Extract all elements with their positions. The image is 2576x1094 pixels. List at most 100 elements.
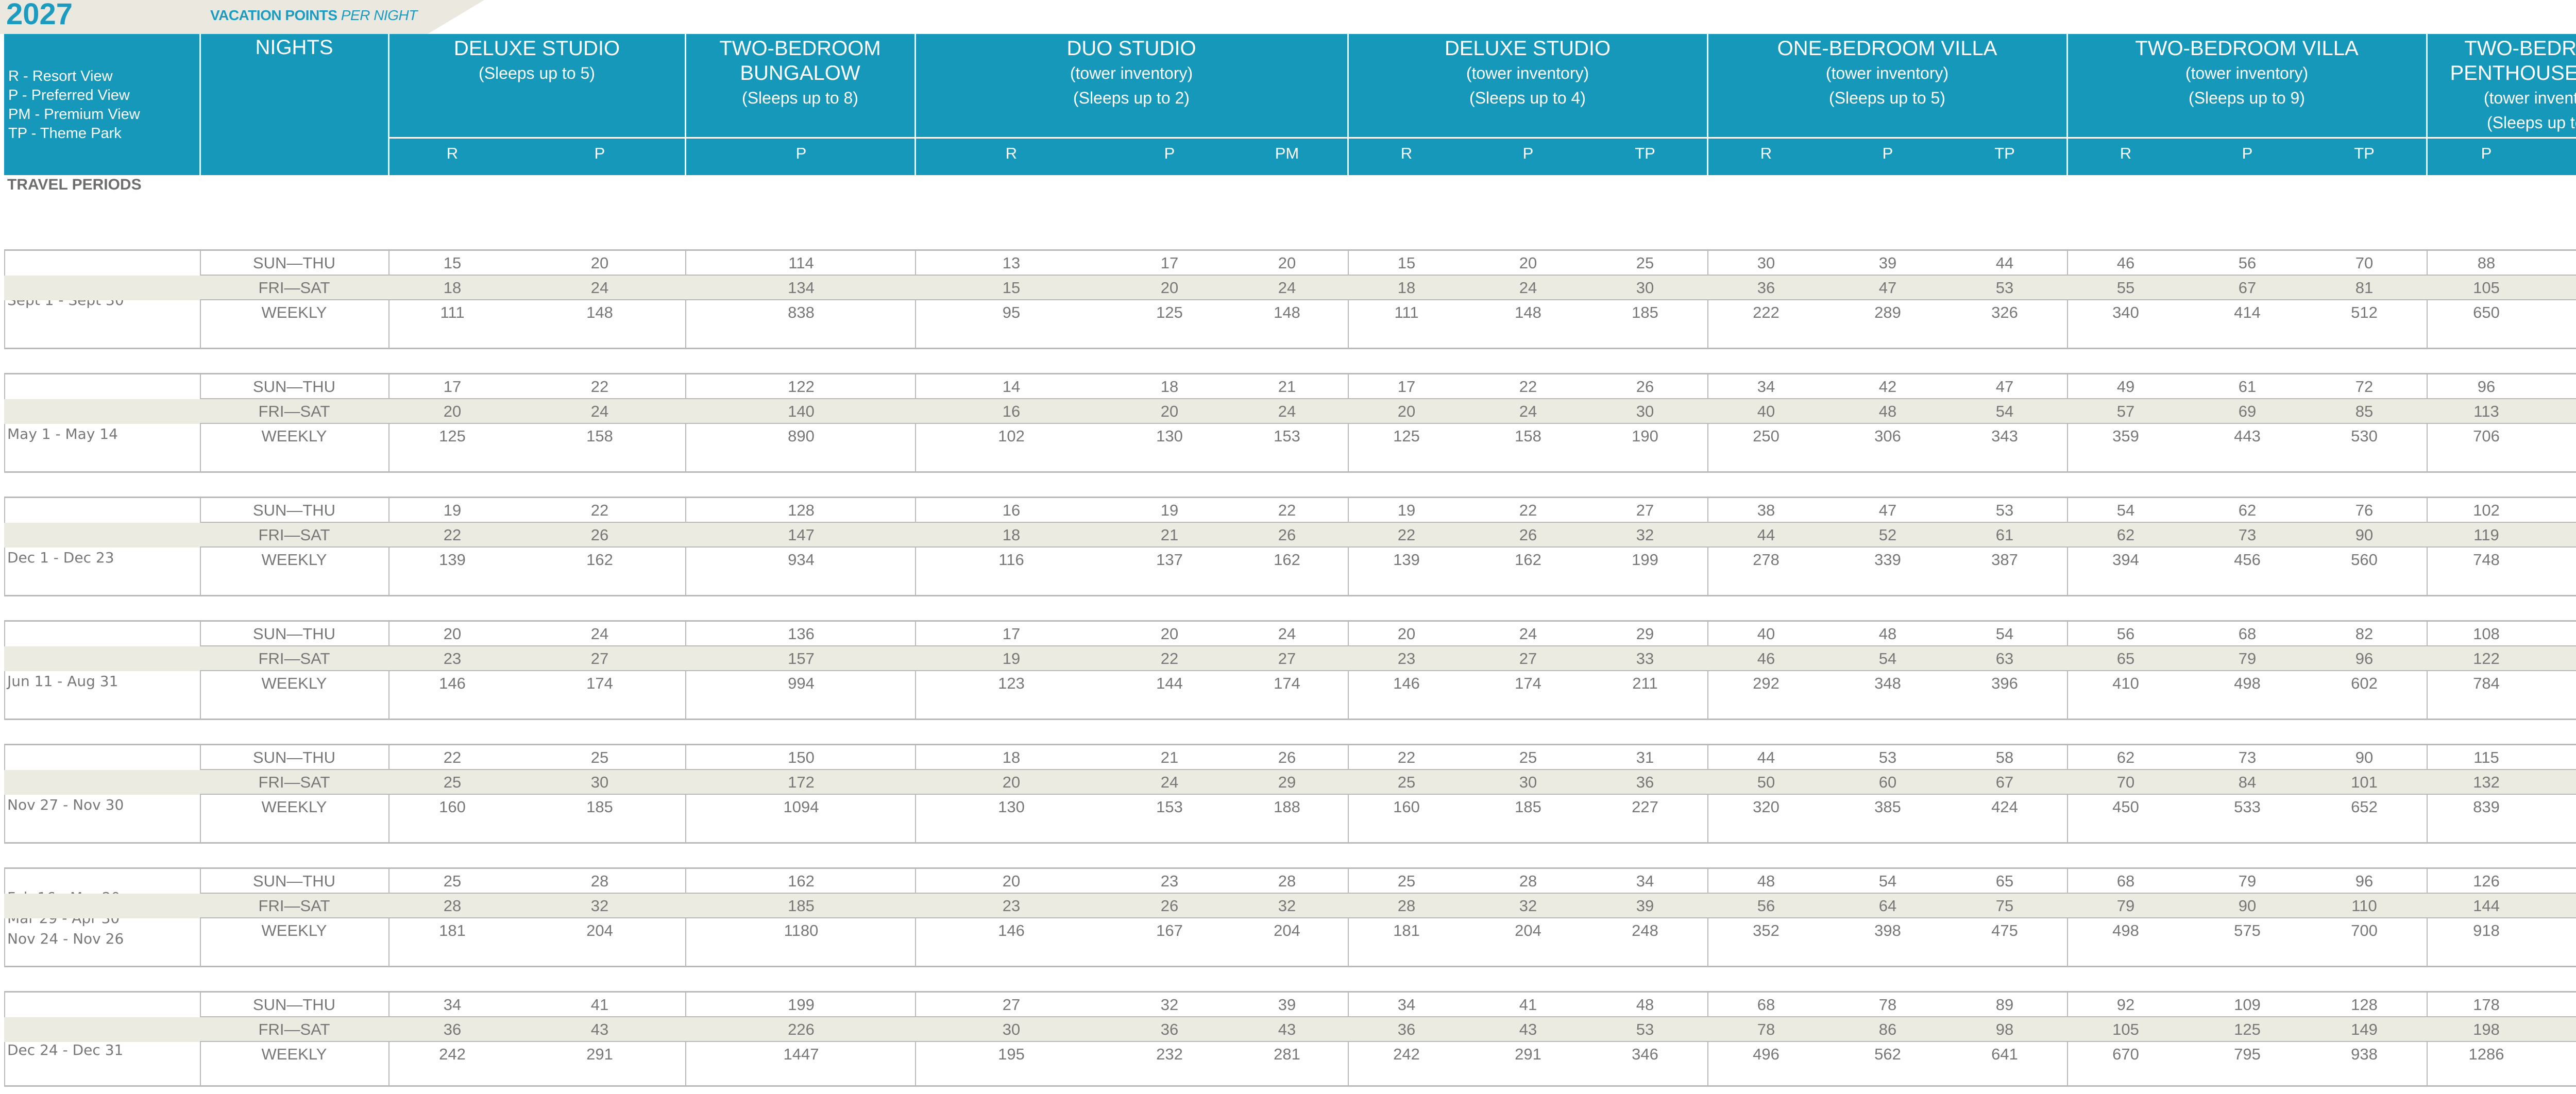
- points-value: 424: [1991, 798, 2018, 816]
- points-value: 114: [788, 254, 814, 272]
- night-type-label: SUN—THU: [252, 625, 336, 643]
- points-value: 41: [1519, 996, 1537, 1014]
- points-value: 242: [1393, 1045, 1420, 1063]
- points-value: 26: [1278, 526, 1296, 544]
- night-type-label: FRI—SAT: [258, 279, 330, 297]
- points-value: 85: [2355, 402, 2374, 420]
- row-separator: [200, 1016, 2576, 1017]
- points-value: 20: [1278, 254, 1296, 272]
- points-value: 108: [2473, 625, 2500, 643]
- points-value: 89: [1995, 996, 2014, 1014]
- row-sun-thu: SUN—THU 22 25 150 18 21 26 22 25 31 44 53 58 62 73 90 11…: [4, 745, 2576, 770]
- points-value: 110: [2351, 897, 2377, 915]
- points-value: 498: [2234, 674, 2261, 692]
- points-value: 641: [1991, 1045, 2018, 1063]
- points-value: 111: [1394, 303, 1419, 321]
- room-type-header: DELUXE STUDIO (Sleeps up to 5) R P: [388, 34, 685, 175]
- points-value: 18: [1160, 378, 1179, 396]
- points-value: 30: [1002, 1020, 1021, 1038]
- points-value: 140: [788, 402, 815, 420]
- room-type-title-block: DELUXE STUDIO (tower inventory) (Sleeps up…: [1348, 36, 1707, 110]
- points-value: 18: [1397, 279, 1416, 297]
- header-divider: [388, 34, 389, 175]
- points-value: 90: [2238, 897, 2257, 915]
- points-value: 139: [439, 551, 466, 569]
- title-tab: [0, 0, 428, 34]
- row-separator: [200, 1041, 2576, 1042]
- points-value: 20: [1002, 773, 1021, 791]
- points-value: 134: [788, 279, 815, 297]
- room-type-name: ONE-BEDROOM VILLA: [1777, 37, 1997, 60]
- travel-period-block: May 15 - Jun 10Dec 1 - Dec 23SUN—THU1922…: [4, 497, 2576, 596]
- view-code-header: P: [1522, 144, 1534, 162]
- block-border: [4, 620, 2576, 622]
- points-value: 20: [1160, 402, 1179, 420]
- points-value: 82: [2355, 625, 2374, 643]
- points-value: 160: [1393, 798, 1420, 816]
- points-value: 174: [1274, 674, 1300, 692]
- night-type-label: SUN—THU: [252, 501, 336, 519]
- points-value: 394: [2112, 551, 2139, 569]
- night-type-label: SUN—THU: [252, 254, 336, 272]
- points-value: 162: [586, 551, 613, 569]
- points-value: 96: [2355, 649, 2374, 668]
- points-value: 443: [2234, 427, 2261, 445]
- room-type-header: TWO-BEDROOM VILLA (tower inventory) (Sleep…: [2067, 34, 2427, 175]
- points-value: 22: [590, 501, 609, 519]
- points-value: 158: [1515, 427, 1541, 445]
- points-value: 19: [443, 501, 462, 519]
- points-value: 25: [590, 748, 609, 766]
- points-value: 30: [1519, 773, 1537, 791]
- points-value: 22: [1160, 649, 1179, 668]
- points-value: 18: [443, 279, 462, 297]
- night-type-label: SUN—THU: [252, 996, 336, 1014]
- points-value: 227: [1632, 798, 1658, 816]
- points-value: 190: [1632, 427, 1658, 445]
- room-type-header: TWO-BEDROOM BUNGALOW (Sleeps up to 8) P: [685, 34, 915, 175]
- room-type-name: TWO-BEDROOM BUNGALOW: [719, 37, 881, 84]
- points-value: 67: [1995, 773, 2014, 791]
- night-type-label: WEEKLY: [261, 551, 327, 569]
- row-weekly: WEEKLY 146 174 994 123 144 174 146 174 211 292 348 3…: [4, 671, 2576, 696]
- header-divider: [2426, 34, 2428, 175]
- night-type-label: FRI—SAT: [258, 773, 330, 791]
- room-type-header: DELUXE STUDIO (tower inventory) (Sleeps up…: [1348, 34, 1707, 175]
- points-value: 204: [1515, 921, 1541, 939]
- points-value: 146: [998, 921, 1025, 939]
- legend-cell: R - Resort View P - Preferred View PM - …: [4, 34, 200, 175]
- points-value: 23: [443, 649, 462, 668]
- block-border: [4, 744, 2576, 745]
- view-code-header: R: [1760, 144, 1772, 162]
- points-value: 76: [2355, 501, 2374, 519]
- points-value: 31: [1636, 748, 1654, 766]
- row-separator: [200, 794, 2576, 795]
- block-border: [4, 1085, 2576, 1087]
- points-value: 43: [1519, 1020, 1537, 1038]
- points-value: 20: [1519, 254, 1537, 272]
- points-value: 54: [1995, 402, 2014, 420]
- vacation-points-label: VACATION POINTS: [210, 7, 337, 23]
- points-value: 125: [2234, 1020, 2261, 1038]
- block-border: [4, 991, 2576, 993]
- points-value: 195: [998, 1045, 1025, 1063]
- room-type-detail: (tower inventory): [2185, 64, 2309, 82]
- points-value: 23: [1160, 872, 1179, 890]
- points-value: 73: [2238, 526, 2257, 544]
- travel-period-block: Feb 1 - Feb 15Jun 11 - Aug 31SUN—THU2024…: [4, 620, 2576, 720]
- points-value: 40: [1757, 625, 1775, 643]
- points-value: 147: [788, 526, 815, 544]
- points-value: 78: [1757, 1020, 1775, 1038]
- points-value: 58: [1995, 748, 2014, 766]
- points-value: 23: [1002, 897, 1021, 915]
- points-value: 65: [2116, 649, 2135, 668]
- travel-periods-label: TRAVEL PERIODS: [7, 176, 142, 193]
- points-value: 92: [2116, 996, 2135, 1014]
- points-value: 122: [788, 378, 815, 396]
- points-value: 86: [1878, 1020, 1897, 1038]
- points-value: 22: [590, 378, 609, 396]
- room-type-detail: (Sleeps up to 8): [742, 89, 858, 107]
- points-value: 39: [1878, 254, 1897, 272]
- row-separator: [200, 645, 2576, 646]
- table-header: R - Resort View P - Preferred View PM - …: [4, 34, 2576, 175]
- row-weekly: WEEKLY 125 158 890 102 130 153 125 158 190 250 306 3…: [4, 424, 2576, 449]
